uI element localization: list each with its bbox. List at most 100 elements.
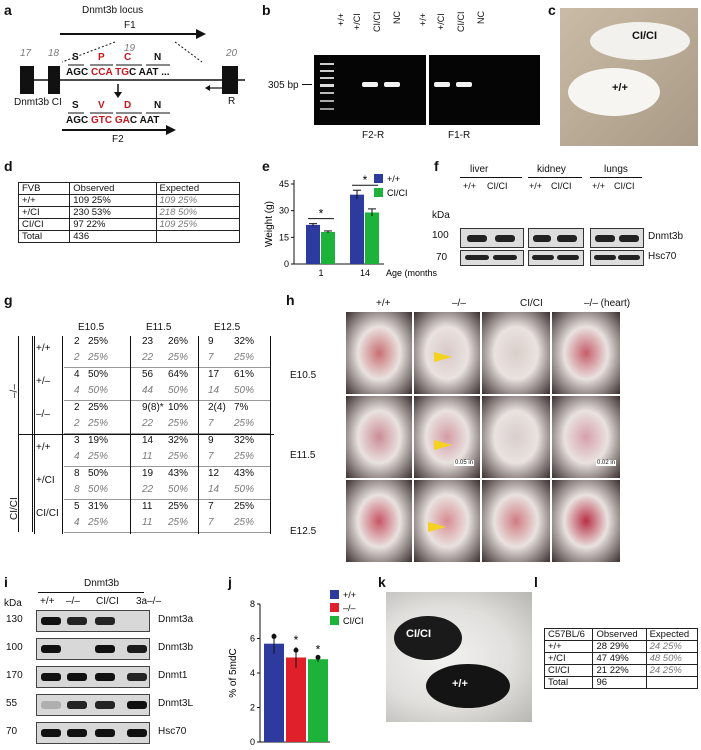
bar — [321, 232, 335, 264]
exon-19-label: 19 — [124, 43, 136, 54]
gel-group-1: F2-R — [362, 130, 385, 141]
table-cell: 9(8)* — [142, 402, 164, 413]
tissue-label: lungs — [604, 164, 628, 175]
table-row: +/CI 47 49% 48 50% — [543, 652, 699, 665]
geno-label: +/+ — [463, 181, 477, 191]
y-tick-label: 0 — [284, 259, 289, 269]
table-cell: 25% — [234, 451, 255, 462]
bar — [308, 659, 328, 742]
table-cell: 32% — [168, 435, 189, 446]
panel-label-a: a — [4, 2, 12, 18]
marker-label: 130 — [6, 614, 23, 625]
blot-band — [41, 673, 61, 681]
lane-label: +/+ — [40, 596, 55, 607]
y-axis-label: Weight (g) — [264, 201, 275, 247]
row-label: +/CI — [36, 475, 55, 486]
gel-band — [384, 82, 400, 87]
embryo-image — [482, 396, 550, 478]
table-cell: 25% — [88, 451, 109, 462]
table-row: CI/CI 21 22% 24 25% — [543, 664, 699, 677]
table-cell: 14 — [142, 435, 154, 446]
table-cell: 9 — [208, 336, 214, 347]
table-row: Total 436 — [17, 230, 241, 243]
protein-label: Dnmt3b — [648, 231, 684, 242]
col-header: E10.5 — [78, 322, 105, 333]
col-header: –/– — [452, 298, 466, 309]
table-cell: 7 — [208, 418, 214, 429]
table-cell: 7% — [234, 402, 249, 413]
table-cell: 22 — [142, 352, 154, 363]
table-cell: 11 — [142, 501, 153, 512]
table-cell: 2 — [74, 418, 80, 429]
blot-row — [36, 694, 150, 716]
weight-chart: 0 15 30 45 Weight (g) 1 * 14 * Age (months) +/+ CI/… — [264, 173, 437, 278]
blot-band — [127, 701, 147, 709]
protein-label: Hsc70 — [158, 726, 187, 737]
row-header: E12.5 — [290, 526, 317, 537]
scale-bar: 0.05 in — [454, 460, 475, 466]
marker-label: 55 — [6, 698, 18, 709]
table-cell: 25% — [168, 501, 189, 512]
mouse-label-bottom: +/+ — [612, 82, 628, 94]
lane-label: –/– — [66, 596, 80, 607]
table-header: FVB — [17, 182, 71, 195]
marker-label: 70 — [6, 726, 18, 737]
y-tick-label: 4 — [250, 668, 255, 678]
methylation-chart: 0 2 4 6 8 % of 5mdC +/+ * –/– * CI/CI — [228, 590, 364, 747]
table-cell: 25% — [88, 402, 109, 413]
y-tick-label: 45 — [279, 179, 289, 189]
table-cell: 25% — [168, 451, 189, 462]
kda-label: kDa — [4, 598, 22, 609]
panel-label-l: l — [534, 574, 538, 590]
blot-band — [41, 617, 61, 625]
table-cell: 7 — [208, 451, 214, 462]
aa-bottom-3: D — [124, 100, 132, 111]
table-header: Observed — [69, 182, 157, 195]
table-cell: 17 — [208, 369, 220, 380]
table-cell: 44 — [142, 385, 154, 396]
table-cell: 14 — [208, 385, 220, 396]
legend-swatch — [330, 590, 339, 599]
table-cell: 10% — [168, 402, 189, 413]
arrow-icon — [428, 522, 446, 532]
blot-band — [127, 645, 147, 653]
bar — [306, 224, 320, 264]
table-cell: 23 — [142, 336, 154, 347]
table-cell: 26% — [168, 336, 189, 347]
col-header: +/+ — [376, 298, 391, 309]
exon-18-label: 18 — [48, 48, 60, 59]
table-header: C57BL/6 — [543, 628, 594, 641]
embryo-image — [482, 480, 550, 562]
table-cell: 50% — [234, 484, 255, 495]
table-cell: 3 — [74, 435, 80, 446]
table-cell: 19% — [88, 435, 109, 446]
embryo-image — [552, 312, 620, 394]
lane-label: +/CI — [352, 13, 362, 30]
legend-label: CI/CI — [387, 188, 408, 198]
mice-photo-fvb: CI/CI +/+ — [560, 8, 698, 146]
marker-label: 100 — [6, 642, 23, 653]
table-cell: 25% — [168, 517, 189, 528]
exon-20-label: 20 — [226, 48, 238, 59]
gel-band — [434, 82, 450, 87]
table-header: Expected — [645, 628, 699, 641]
embryo-image — [414, 480, 480, 562]
western-blot-i: 130 Dnmt3a 100 Dnmt3b 170 Dnmt1 55 Dnmt3L 70 Hsc7… — [0, 610, 230, 750]
table-cell: 12 — [208, 468, 220, 479]
lane-label: +/+ — [418, 12, 428, 26]
col-header: E12.5 — [214, 322, 241, 333]
blot-band — [67, 673, 87, 681]
table-cell: 2 — [74, 402, 80, 413]
blot-row — [36, 610, 150, 632]
blot-band — [127, 729, 147, 737]
exon-17-label: 17 — [20, 48, 32, 59]
marker-label: 70 — [436, 252, 448, 263]
blot-band — [95, 645, 115, 653]
table-cell: 25% — [234, 418, 255, 429]
legend-swatch — [330, 616, 339, 625]
table-header: Expected — [155, 182, 241, 195]
table-cell: 7 — [208, 517, 214, 528]
panel-label-f: f — [434, 158, 439, 174]
bar — [350, 194, 364, 264]
table-cell: 25% — [234, 352, 255, 363]
